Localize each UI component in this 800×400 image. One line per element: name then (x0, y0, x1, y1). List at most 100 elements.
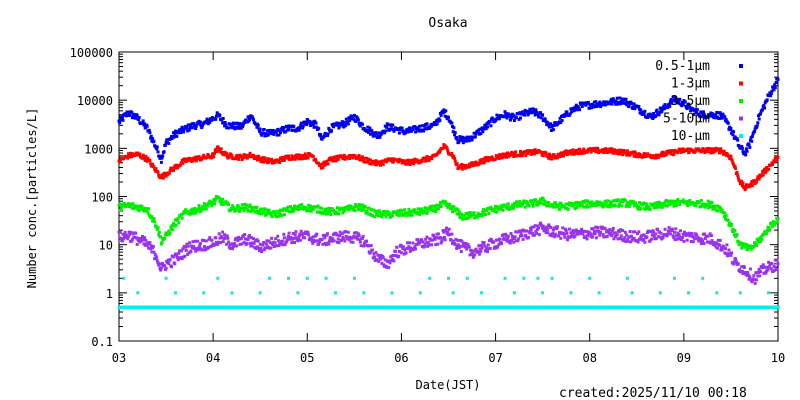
data-point (219, 147, 223, 151)
data-point (533, 148, 537, 152)
data-point (601, 232, 605, 236)
data-point (449, 238, 453, 242)
data-point (326, 212, 330, 216)
data-point (590, 102, 594, 106)
data-point (406, 130, 410, 134)
data-point (486, 125, 489, 129)
data-point (282, 126, 286, 129)
data-point (505, 116, 509, 120)
data-point (739, 241, 743, 245)
data-point (720, 246, 723, 250)
data-point (735, 171, 739, 174)
data-point (656, 228, 660, 231)
data-point (613, 235, 617, 239)
data-point (243, 233, 247, 236)
data-point (764, 271, 768, 275)
data-point (558, 207, 561, 211)
data-point (471, 253, 475, 256)
data-point (309, 124, 313, 127)
data-point (425, 122, 429, 126)
data-point (581, 232, 585, 236)
data-point (126, 237, 130, 241)
data-point (424, 207, 428, 210)
data-point (592, 229, 596, 233)
data-point (128, 113, 132, 117)
data-point (531, 149, 535, 152)
data-point (341, 122, 345, 126)
data-point (230, 154, 234, 158)
data-point (272, 245, 276, 248)
data-point (741, 272, 745, 275)
data-point (732, 260, 736, 264)
data-point (488, 246, 492, 250)
data-point (192, 247, 196, 250)
data-point (414, 210, 418, 214)
data-point (401, 245, 405, 249)
data-point (283, 243, 287, 247)
data-point (323, 236, 327, 240)
data-point (633, 201, 637, 205)
data-point (177, 131, 181, 135)
data-point (504, 114, 508, 118)
data-point (252, 237, 255, 241)
data-point (435, 122, 439, 126)
data-point (384, 129, 388, 133)
data-point (152, 165, 156, 169)
data-point (228, 243, 232, 247)
data-point (638, 237, 642, 241)
data-point (327, 126, 331, 130)
data-point (424, 159, 428, 163)
data-point (659, 231, 663, 235)
data-point (344, 157, 348, 161)
data-point (372, 252, 376, 256)
data-point (589, 150, 593, 154)
data-point (391, 254, 395, 257)
data-point (221, 230, 225, 234)
data-point (226, 201, 230, 205)
data-point (163, 236, 167, 240)
data-point (269, 213, 273, 217)
data-point (672, 199, 676, 203)
data-point (242, 240, 246, 244)
data-point (640, 233, 644, 237)
data-point (476, 250, 480, 254)
data-point (224, 123, 228, 127)
data-point (420, 238, 424, 242)
data-point (469, 249, 473, 253)
data-point (207, 118, 211, 122)
series-1 (117, 143, 780, 192)
data-point (552, 226, 556, 230)
data-point (648, 207, 652, 211)
data-point (412, 210, 415, 214)
data-point (510, 234, 514, 238)
data-point (776, 217, 780, 220)
data-point (235, 244, 239, 248)
data-point (510, 207, 514, 211)
data-point (198, 122, 202, 126)
data-point (275, 133, 279, 137)
data-point (576, 232, 580, 236)
data-point (655, 205, 659, 209)
data-point (724, 214, 728, 218)
data-point (685, 238, 689, 242)
data-point (242, 208, 246, 212)
data-point (289, 205, 292, 209)
data-point (757, 175, 760, 179)
data-point (261, 243, 265, 247)
data-point (373, 134, 376, 138)
data-point (145, 209, 149, 213)
data-point (277, 244, 281, 248)
data-point (413, 125, 417, 129)
data-point (477, 244, 481, 248)
data-point (152, 139, 156, 143)
data-point (641, 155, 645, 159)
data-point (553, 232, 557, 236)
data-point (186, 244, 190, 248)
data-point (637, 104, 641, 108)
data-point (460, 239, 464, 243)
data-point (254, 210, 257, 214)
data-point (469, 214, 473, 218)
data-point (487, 121, 491, 125)
data-point (258, 291, 262, 295)
data-point (480, 157, 484, 161)
